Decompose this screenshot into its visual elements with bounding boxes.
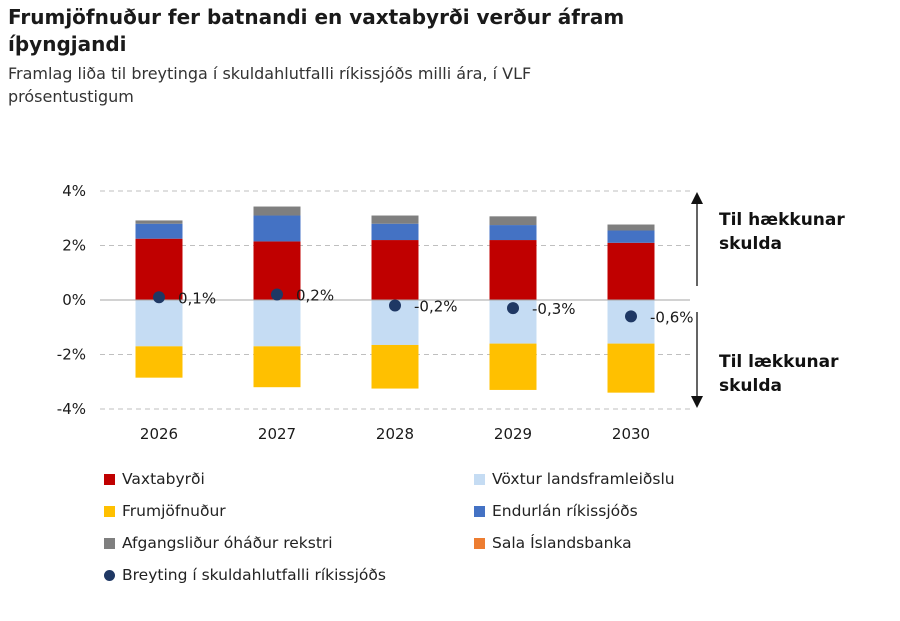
change-data-label: -0,6% — [650, 308, 694, 326]
bar-segment — [489, 225, 537, 241]
legend-swatch — [474, 537, 485, 549]
bar-segment — [371, 240, 419, 300]
change-marker — [507, 302, 519, 315]
x-tick-label: 2026 — [140, 425, 178, 443]
chart-subtitle: Framlag liða til breytinga í skuldahlutf… — [8, 64, 532, 106]
legend-swatch — [104, 473, 115, 485]
annotation-down-line2: skulda — [719, 376, 782, 396]
annotation-up-line2: skulda — [719, 234, 782, 254]
y-tick-label: -2% — [57, 346, 86, 364]
legend-item: Sala Íslandsbanka — [474, 534, 632, 552]
bar-segment — [371, 215, 419, 224]
bar-segment — [135, 238, 183, 300]
bar-segment — [607, 224, 655, 231]
bar-segment — [607, 230, 655, 243]
bar-segment — [489, 240, 537, 300]
bar-segment — [607, 343, 655, 393]
legend-item: Vöxtur landsframleiðslu — [474, 470, 675, 488]
change-data-label: -0,2% — [414, 297, 458, 315]
legend-swatch — [104, 569, 115, 581]
legend-label: Afgangsliður óháður rekstri — [122, 534, 333, 552]
legend-label: Breyting í skuldahlutfalli ríkissjóðs — [122, 566, 386, 584]
y-tick-label: 0% — [62, 291, 86, 309]
legend-item: Frumjöfnuður — [104, 502, 226, 520]
up-arrow-head — [691, 192, 703, 204]
bar-segment — [489, 216, 537, 226]
legend-label: Vöxtur landsframleiðslu — [492, 470, 675, 488]
change-data-label: 0,1% — [178, 289, 216, 307]
stacked-bar-chart: 4% 2% 0% -2% -4% 2026 2027 2028 2029 2030 0,1% 0,2%… — [57, 182, 846, 443]
change-marker — [153, 291, 165, 304]
x-tick-label: 2029 — [494, 425, 532, 443]
legend-swatch — [104, 537, 115, 549]
legend-label: Endurlán ríkissjóðs — [492, 502, 638, 520]
legend-swatch — [474, 473, 485, 485]
legend-label: Sala Íslandsbanka — [492, 534, 632, 552]
legend-item: Endurlán ríkissjóðs — [474, 502, 638, 520]
bar-segment — [135, 223, 183, 239]
bar-segment — [253, 206, 301, 216]
legend-label: Frumjöfnuður — [122, 502, 226, 520]
x-tick-label: 2030 — [612, 425, 650, 443]
annotation-up-line1: Til hækkunar — [719, 210, 845, 230]
bar-segment — [371, 223, 419, 241]
change-data-label: 0,2% — [296, 287, 334, 305]
bar-segment — [253, 300, 301, 347]
legend-label: Vaxtabyrði — [122, 470, 205, 488]
bar-segment — [253, 215, 301, 242]
down-arrow-head — [691, 396, 703, 408]
change-data-label: -0,3% — [532, 300, 576, 318]
legend-item: Breyting í skuldahlutfalli ríkissjóðs — [104, 566, 386, 584]
bar-segment — [489, 343, 537, 390]
chart-title: Frumjöfnuður fer batnandi en vaxtabyrði … — [8, 5, 625, 56]
change-marker — [271, 288, 283, 301]
legend-swatch — [104, 505, 115, 517]
change-marker — [389, 299, 401, 312]
y-tick-label: -4% — [57, 400, 86, 418]
bar-segment — [135, 220, 183, 224]
annotation-down-line1: Til lækkunar — [719, 352, 839, 372]
legend-item: Afgangsliður óháður rekstri — [104, 534, 333, 552]
bar-segment — [371, 344, 419, 389]
bar-segment — [135, 300, 183, 347]
bar-segment — [135, 346, 183, 378]
y-tick-label: 4% — [62, 182, 86, 200]
legend-swatch — [474, 505, 485, 517]
y-tick-label: 2% — [62, 237, 86, 255]
change-marker — [625, 310, 637, 323]
bar-segment — [253, 346, 301, 388]
x-tick-label: 2028 — [376, 425, 414, 443]
bar-segment — [607, 242, 655, 300]
legend-item: Vaxtabyrði — [104, 470, 205, 488]
x-tick-label: 2027 — [258, 425, 296, 443]
